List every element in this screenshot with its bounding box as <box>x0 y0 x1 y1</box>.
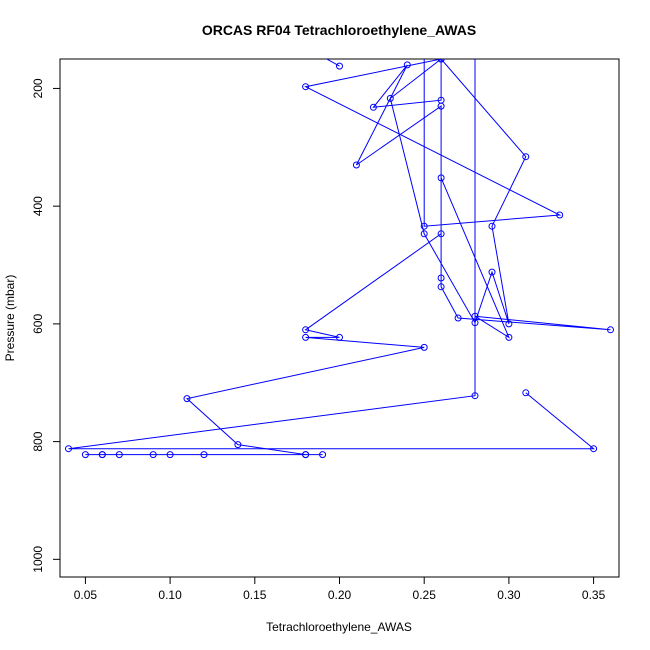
x-tick-label: 0.30 <box>497 588 521 602</box>
series-line <box>325 59 340 67</box>
data-point <box>437 174 445 182</box>
x-axis: 0.05 0.10 0.15 0.20 0.25 0.30 0.35 <box>74 576 606 602</box>
series-line <box>85 59 611 456</box>
data-point <box>183 395 191 403</box>
data-point <box>302 326 310 334</box>
y-tick-label: 800 <box>31 431 45 451</box>
data-point <box>437 96 445 104</box>
data-point <box>403 61 411 69</box>
data-point <box>166 451 174 459</box>
y-axis: 200 400 600 800 1000 <box>31 78 61 573</box>
data-point <box>336 333 343 341</box>
data-point <box>437 59 445 63</box>
data-point <box>420 230 428 238</box>
data-point <box>505 320 513 328</box>
data-point <box>420 343 428 351</box>
data-point <box>98 451 106 459</box>
data-point <box>607 326 614 334</box>
data-point <box>319 451 327 459</box>
x-tick-label: 0.20 <box>328 588 352 602</box>
data-point <box>336 62 343 70</box>
data-point <box>437 274 445 282</box>
data-point <box>471 392 479 400</box>
x-tick-label: 0.25 <box>413 588 437 602</box>
y-tick-label: 200 <box>31 78 45 98</box>
data-point <box>437 283 445 291</box>
data-point <box>352 161 360 169</box>
x-tick-label: 0.05 <box>74 588 98 602</box>
y-tick-label: 600 <box>31 314 45 334</box>
data-point <box>590 445 598 453</box>
data-point <box>81 451 89 459</box>
data-point <box>556 211 564 219</box>
data-point <box>149 451 157 459</box>
data-point <box>488 268 496 276</box>
data-point <box>386 94 394 102</box>
x-tick-label: 0.35 <box>582 588 606 602</box>
plot-frame <box>59 58 620 578</box>
data-point <box>522 153 530 161</box>
data-point <box>488 222 496 230</box>
x-tick-label: 0.15 <box>243 588 267 602</box>
data-point <box>437 230 445 238</box>
chart-title: ORCAS RF04 Tetrachloroethylene_AWAS <box>202 22 476 38</box>
y-tick-label: 400 <box>31 196 45 216</box>
data-point <box>369 103 377 111</box>
data-point <box>505 333 513 341</box>
data-point <box>234 441 242 449</box>
y-tick-label: 1000 <box>31 546 45 573</box>
data-point <box>200 451 208 459</box>
data-point <box>420 222 428 230</box>
series-line <box>68 59 595 450</box>
y-axis-label: Pressure (mbar) <box>3 275 17 362</box>
data-point <box>115 451 123 459</box>
data-point <box>522 389 530 397</box>
data-point <box>302 83 310 91</box>
plot-area <box>65 59 614 459</box>
data-point <box>65 445 72 453</box>
data-point <box>302 451 310 459</box>
data-point <box>302 333 310 341</box>
x-axis-label: Tetrachloroethylene_AWAS <box>266 620 412 634</box>
x-tick-label: 0.10 <box>158 588 182 602</box>
data-point <box>454 314 462 322</box>
